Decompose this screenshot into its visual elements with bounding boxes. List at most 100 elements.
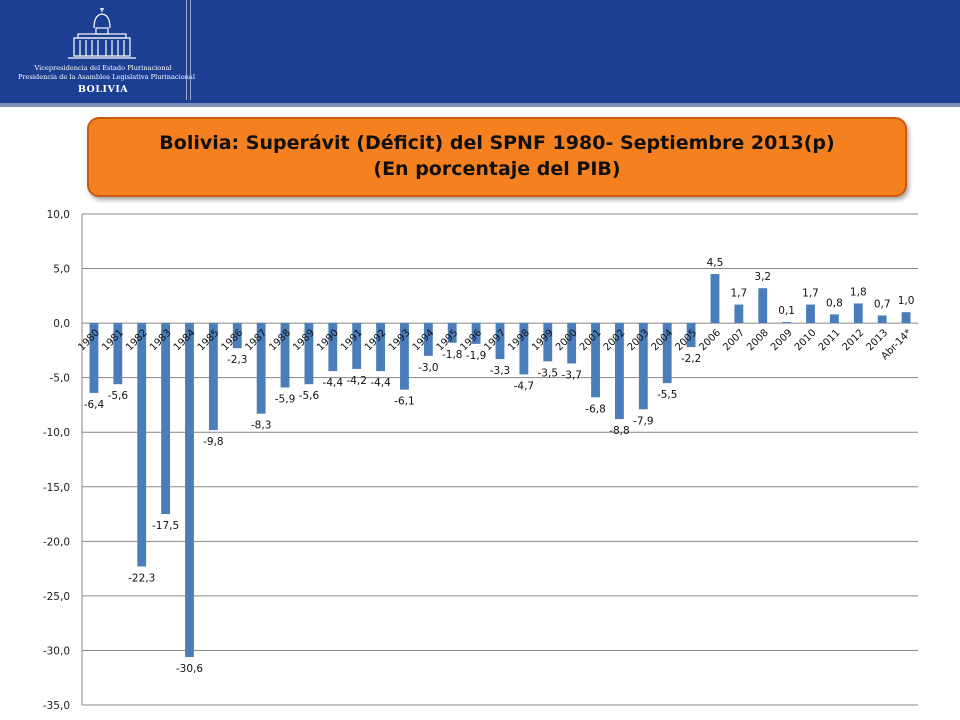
- bar: [376, 323, 385, 372]
- bar: [567, 323, 577, 364]
- bar: [352, 323, 362, 369]
- data-label: -3,7: [561, 369, 582, 381]
- header-stripe: [0, 103, 960, 107]
- bar: [901, 312, 911, 324]
- bar: [686, 323, 696, 348]
- y-tick-label: -25,0: [43, 591, 70, 603]
- y-tick-label: -30,0: [43, 645, 70, 657]
- bar: [758, 288, 768, 324]
- bar: [471, 323, 481, 344]
- bar: [280, 323, 290, 388]
- bar: [591, 323, 600, 398]
- data-label: -3,0: [418, 362, 439, 374]
- bar: [232, 323, 242, 349]
- bar: [185, 323, 194, 657]
- x-tick-label: 2009: [769, 327, 795, 353]
- bar: [328, 323, 338, 372]
- y-tick-label: -10,0: [43, 427, 70, 439]
- y-tick-label: 5,0: [53, 264, 70, 276]
- data-label: -30,6: [176, 663, 203, 675]
- bar: [208, 323, 218, 431]
- bar: [853, 303, 863, 324]
- header-divider: [190, 0, 191, 100]
- data-label: -4,4: [370, 377, 391, 389]
- data-label: -2,3: [227, 354, 248, 366]
- x-tick-label: 2008: [745, 327, 771, 353]
- bar: [400, 323, 409, 390]
- bar: [782, 322, 792, 324]
- data-label: 1,8: [850, 286, 867, 298]
- logo-country: BOLIVIA: [77, 84, 129, 95]
- data-label: -5,6: [299, 390, 320, 402]
- data-label: -1,8: [442, 349, 463, 361]
- data-label: -5,6: [108, 390, 129, 402]
- chart-title-box: Bolivia: Superávit (Déficit) del SPNF 19…: [87, 117, 907, 197]
- data-label: -8,8: [609, 425, 630, 437]
- data-label: -4,4: [323, 377, 344, 389]
- x-tick-label: 2011: [817, 327, 843, 353]
- bar: [829, 314, 839, 324]
- data-label: -17,5: [152, 520, 179, 532]
- bar: [806, 304, 815, 324]
- data-label: 4,5: [707, 257, 724, 269]
- bar-chart: 10,0 5,0 0,0 -5,0 -10,0 -15,0 -20,0 -25,0 -30,0 -…: [43, 209, 918, 712]
- bar: [543, 323, 553, 362]
- logo: Vicepresidencia del Estado Plurinacional…: [18, 6, 195, 98]
- bar: [734, 304, 744, 324]
- x-tick-label: 2006: [697, 327, 723, 353]
- x-tick-label: 2010: [793, 327, 819, 353]
- y-tick-label: -15,0: [43, 482, 70, 494]
- chart-title: Bolivia: Superávit (Déficit) del SPNF 19…: [159, 132, 835, 154]
- data-label: -5,9: [275, 393, 296, 405]
- bar: [113, 323, 123, 385]
- data-label: -4,7: [514, 380, 535, 392]
- data-label: -2,2: [681, 353, 702, 365]
- bar: [877, 315, 887, 324]
- bar: [495, 323, 505, 360]
- bar: [710, 274, 720, 324]
- bar: [662, 323, 672, 384]
- y-tick-label: -20,0: [43, 536, 70, 548]
- bar: [161, 323, 171, 515]
- data-label: 1,0: [898, 295, 915, 307]
- government-building-emblem-icon: [68, 8, 136, 59]
- y-tick-label: -5,0: [50, 373, 71, 385]
- bar: [423, 323, 433, 356]
- data-label: 1,7: [802, 288, 819, 300]
- data-label: -22,3: [128, 572, 155, 584]
- bar: [638, 323, 648, 410]
- data-label: 0,7: [874, 298, 891, 310]
- data-label: -9,8: [203, 436, 224, 448]
- data-label: 3,2: [754, 271, 771, 283]
- data-label: -5,5: [657, 389, 678, 401]
- y-tick-label: -35,0: [43, 700, 70, 712]
- logo-institution-line2: Presidencia de la Asamblea Legislativa P…: [18, 73, 195, 81]
- bar: [519, 323, 529, 375]
- x-tick-label: 2007: [721, 327, 747, 353]
- data-label: 0,8: [826, 297, 843, 309]
- data-label: -3,5: [538, 367, 559, 379]
- data-label: -6,1: [394, 396, 415, 408]
- data-label: -4,2: [346, 375, 367, 387]
- y-tick-label: 10,0: [47, 209, 70, 221]
- y-tick-label: 0,0: [53, 318, 70, 330]
- bar: [304, 323, 314, 385]
- data-label: -8,3: [251, 420, 272, 432]
- chart-subtitle: (En porcentaje del PIB): [373, 158, 621, 180]
- data-label: -6,4: [84, 399, 105, 411]
- data-label: -1,9: [466, 350, 487, 362]
- data-label: -6,8: [585, 403, 606, 415]
- header-divider: [186, 0, 187, 100]
- logo-institution-line1: Vicepresidencia del Estado Plurinacional: [34, 64, 172, 72]
- header-bar: Vicepresidencia del Estado Plurinacional…: [0, 0, 960, 103]
- data-label: -7,9: [633, 415, 654, 427]
- bar: [615, 323, 624, 420]
- bar: [137, 323, 147, 567]
- bar: [256, 323, 266, 414]
- data-label: 1,7: [731, 288, 748, 300]
- data-label: -3,3: [490, 365, 511, 377]
- bar: [89, 323, 99, 393]
- x-tick-label: 2012: [841, 327, 867, 353]
- bar: [447, 323, 457, 343]
- data-label: 0,1: [778, 305, 795, 317]
